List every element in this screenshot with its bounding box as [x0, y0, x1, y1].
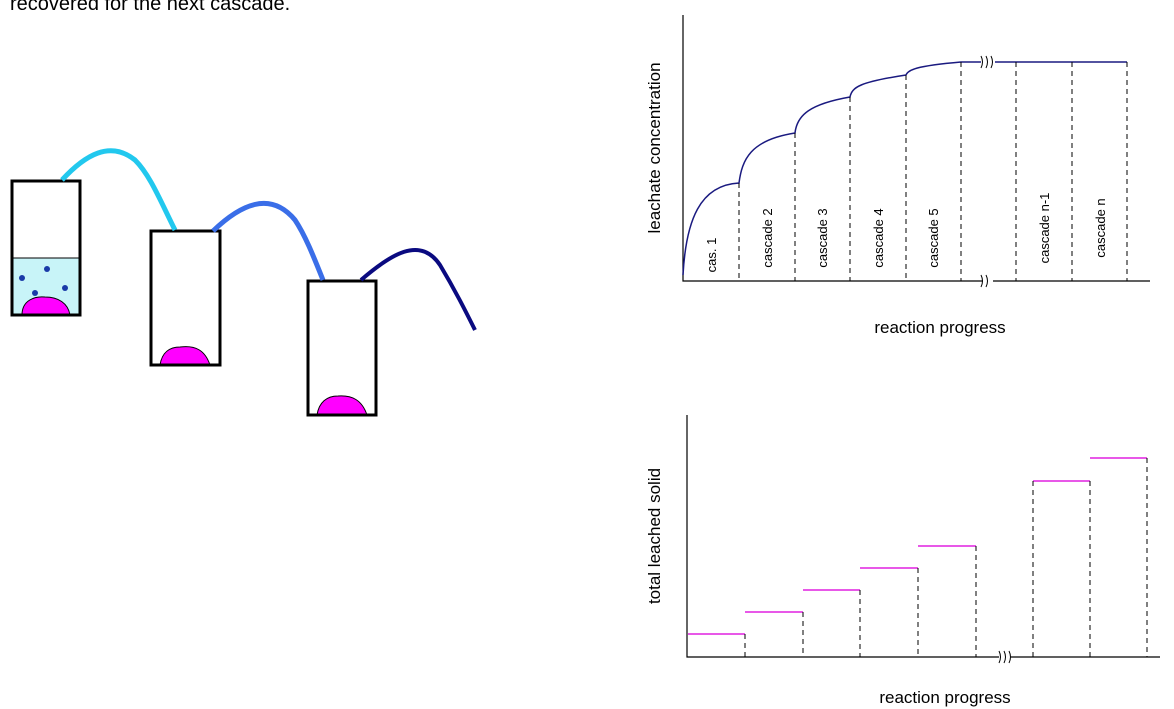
- cascade-divider: [745, 458, 1147, 657]
- particle: [62, 285, 68, 291]
- cascade-label: cascade 4: [871, 208, 886, 267]
- cascade-label: cascade n-1: [1037, 193, 1052, 264]
- axis-break: [981, 56, 993, 287]
- solid: [317, 396, 367, 415]
- tube: [213, 203, 323, 280]
- axes: [683, 15, 1150, 281]
- axis-break: [999, 651, 1011, 663]
- concentration-curve: [683, 62, 1127, 275]
- solid: [160, 347, 210, 365]
- vessel: [308, 281, 376, 415]
- axes: [687, 415, 1160, 657]
- particle: [19, 275, 25, 281]
- cascade-label: cascade 2: [760, 208, 775, 267]
- page: {"caption": "recovered for the next casc…: [0, 0, 1174, 709]
- caption: recovered for the next cascade.: [10, 0, 290, 15]
- top-chart: leachate concentration reaction progress…: [645, 15, 1150, 337]
- x-axis-label: reaction progress: [874, 318, 1005, 337]
- diagram: recovered for the next cascade. leachate…: [0, 0, 1174, 709]
- vessel: [151, 231, 220, 365]
- y-axis-label: total leached solid: [645, 468, 664, 604]
- particle: [44, 266, 50, 272]
- tube: [361, 250, 475, 330]
- y-axis-label: leachate concentration: [645, 62, 664, 233]
- vessels: [12, 151, 475, 415]
- cascade-label: cas. 1: [704, 238, 719, 273]
- bottom-chart: total leached solid reaction progress: [645, 415, 1160, 707]
- cascade-label: cascade 5: [926, 208, 941, 267]
- particle: [32, 290, 38, 296]
- cascade-label: cascade n: [1093, 198, 1108, 257]
- x-axis-label: reaction progress: [879, 688, 1010, 707]
- cascade-label: cascade 3: [815, 208, 830, 267]
